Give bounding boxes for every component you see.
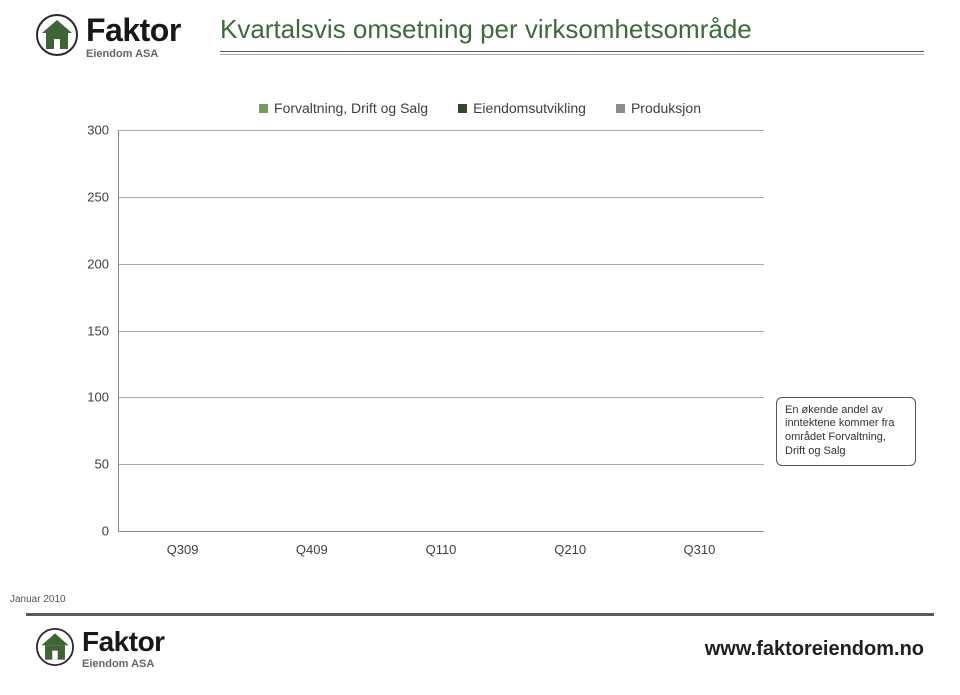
y-tick-label: 150 [75, 323, 109, 338]
legend-label: Forvaltning, Drift og Salg [274, 100, 428, 116]
legend-swatch [259, 104, 268, 113]
legend-item: Forvaltning, Drift og Salg [259, 100, 428, 116]
legend-swatch [458, 104, 467, 113]
gridline [119, 331, 764, 332]
legend-label: Produksjon [631, 100, 701, 116]
gridline [119, 130, 764, 131]
x-axis-labels: Q309Q409Q110Q210Q310 [118, 536, 764, 560]
brand-subline: Eiendom ASA [82, 658, 165, 670]
footer-bar: Faktor Eiendom ASA www.faktoreiendom.no [0, 613, 960, 695]
legend-swatch [616, 104, 625, 113]
x-tick-label: Q309 [118, 536, 247, 560]
y-tick-label: 100 [75, 390, 109, 405]
gridline [119, 197, 764, 198]
brand-name: Faktor [86, 14, 181, 46]
callout-box: En økende andel av inntektene kommer fra… [776, 397, 916, 466]
plot-area: 050100150200250300 [118, 130, 764, 532]
footer-url: www.faktoreiendom.no [705, 638, 924, 661]
brand-name: Faktor [82, 628, 165, 656]
y-tick-label: 0 [75, 524, 109, 539]
callout-text: En økende andel av inntektene kommer fra… [785, 404, 894, 457]
chart-legend: Forvaltning, Drift og Salg Eiendomsutvikl… [36, 100, 924, 116]
chart: 050100150200250300 Q309Q409Q110Q210Q310 … [76, 130, 764, 560]
y-tick-label: 300 [75, 123, 109, 138]
y-tick-label: 50 [75, 457, 109, 472]
legend-item: Eiendomsutvikling [458, 100, 586, 116]
house-icon [36, 628, 74, 666]
legend-item: Produksjon [616, 100, 701, 116]
title-underline [220, 51, 924, 55]
x-tick-label: Q110 [376, 536, 505, 560]
title-bar: Kvartalsvis omsetning per virksomhetsomr… [220, 14, 924, 55]
legend-label: Eiendomsutvikling [473, 100, 586, 116]
footer-date: Januar 2010 [10, 594, 66, 605]
gridline [119, 264, 764, 265]
x-tick-label: Q310 [635, 536, 764, 560]
slide-title: Kvartalsvis omsetning per virksomhetsomr… [220, 14, 924, 51]
house-icon [36, 14, 78, 56]
x-tick-label: Q210 [506, 536, 635, 560]
footer-separator [26, 613, 934, 616]
x-tick-label: Q409 [247, 536, 376, 560]
brand-subline: Eiendom ASA [86, 48, 181, 60]
y-tick-label: 200 [75, 256, 109, 271]
slide-header: Faktor Eiendom ASA Kvartalsvis omsetning… [0, 0, 960, 80]
y-tick-label: 250 [75, 189, 109, 204]
gridline [119, 397, 764, 398]
gridline [119, 464, 764, 465]
slide-body: Forvaltning, Drift og Salg Eiendomsutvikl… [0, 80, 960, 608]
footer-brand-logo: Faktor Eiendom ASA [36, 628, 165, 670]
